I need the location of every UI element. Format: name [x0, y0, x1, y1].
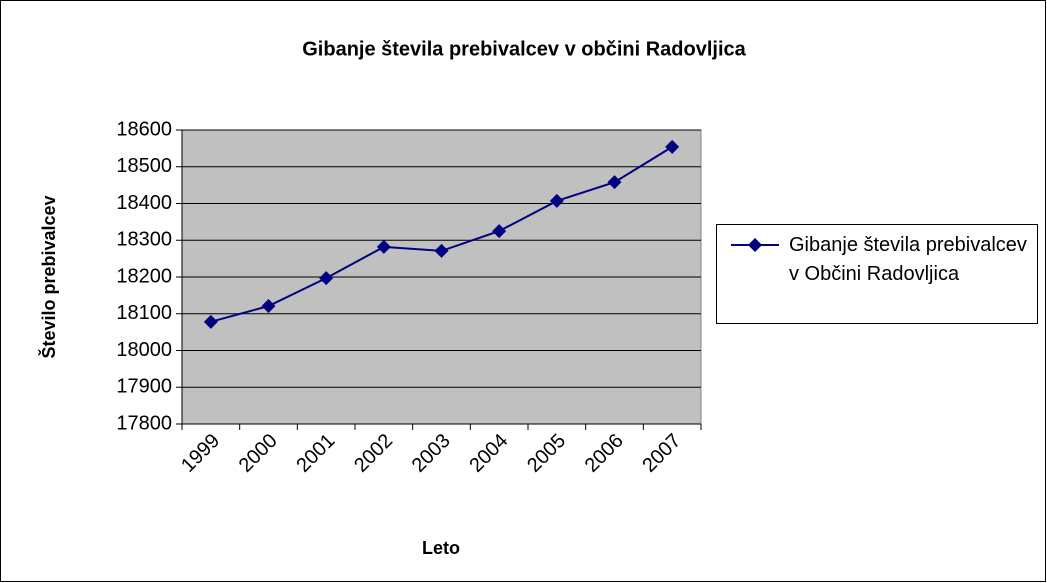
data-point: [492, 224, 507, 239]
y-tick-label: 18300: [116, 229, 172, 251]
y-tick-label: 17800: [116, 412, 172, 434]
data-point: [549, 193, 564, 208]
data-point: [261, 299, 276, 314]
y-tick-label: 18600: [116, 118, 172, 140]
y-tick-label: 18000: [116, 339, 172, 361]
y-tick-label: 18200: [116, 265, 172, 287]
data-point: [376, 239, 391, 254]
data-point: [434, 243, 449, 258]
legend-key: [731, 238, 779, 252]
y-tick-label: 18100: [116, 302, 172, 324]
legend-marker: [748, 238, 762, 252]
chart-title: Gibanje števila prebivalcev v občini Rad…: [302, 38, 746, 60]
data-point: [665, 139, 680, 154]
legend: Gibanje števila prebivalcev v Občini Rad…: [716, 224, 1038, 324]
data-point: [607, 175, 622, 190]
data-point: [319, 271, 334, 286]
y-tick-label: 18400: [116, 192, 172, 214]
y-tick-label: 18500: [116, 155, 172, 177]
y-axis-title: Število prebivalcev: [38, 195, 59, 358]
legend-label: Gibanje števila prebivalcev v Občini Rad…: [789, 234, 1027, 285]
x-axis-title: Leto: [422, 538, 460, 558]
data-point: [203, 314, 218, 329]
y-tick-label: 17900: [116, 376, 172, 398]
